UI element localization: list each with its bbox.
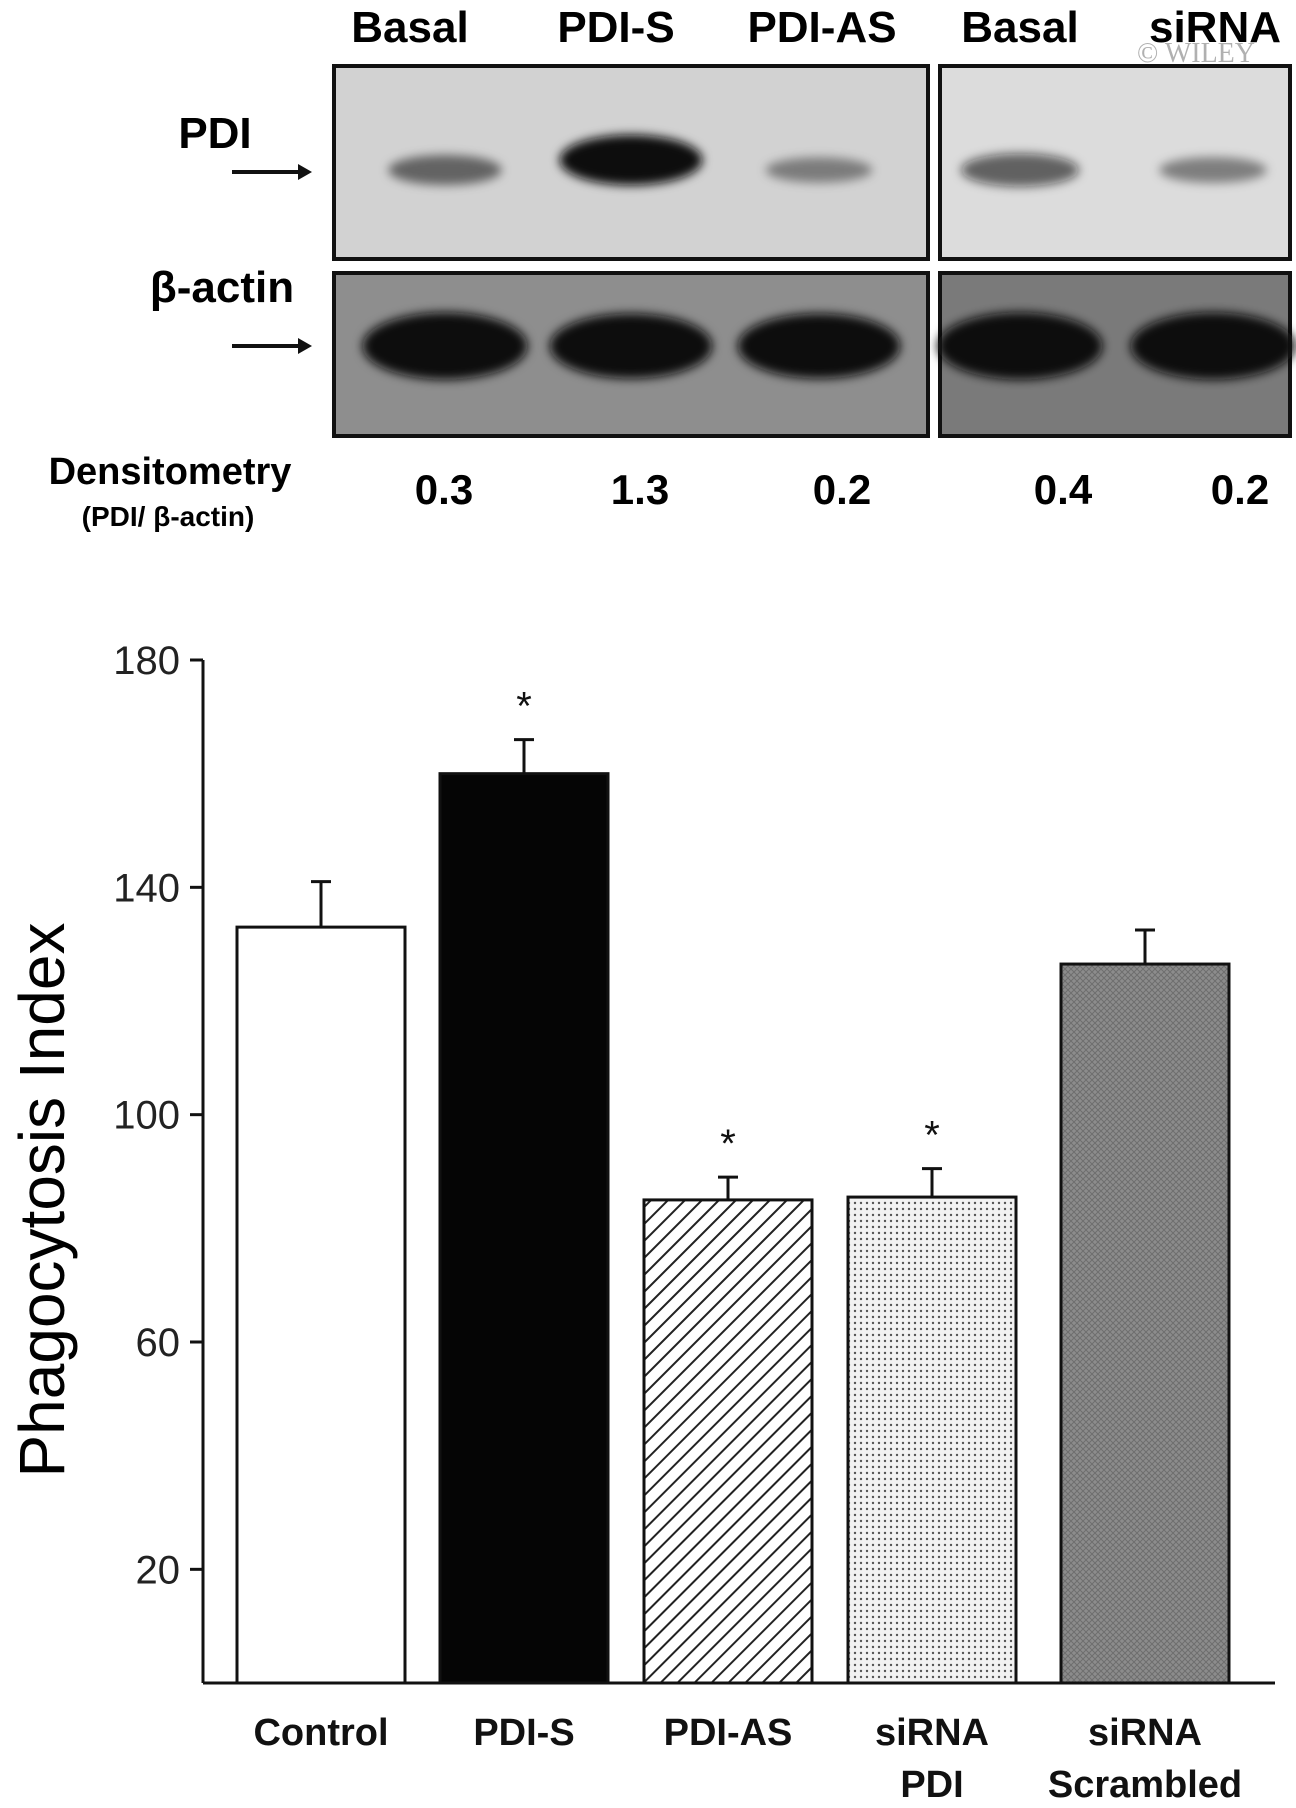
y-tick-label: 20 [136,1548,181,1592]
bar [438,772,610,1685]
x-tick-labels: Control PDI-S PDI-AS siRNA PDI siRNA Scrambled [253,1712,1242,1806]
x-tick-label: siRNA [1088,1712,1202,1754]
lane-label-pdi-as: PDI-AS [747,3,896,52]
significance-marker: * [924,1114,940,1158]
significance-marker: * [720,1122,736,1166]
y-tick-label: 60 [136,1321,181,1365]
blot-band [559,134,703,186]
blot-band [1159,157,1267,183]
densitometry-value: 0.2 [813,466,871,513]
bar [1059,962,1231,1685]
blot-panel-actin-right [937,271,1296,438]
densitometry-value: 1.3 [611,466,669,513]
blot-band [1130,312,1296,380]
x-tick-label: PDI-S [473,1712,574,1754]
y-tick-label: 140 [113,866,180,910]
copyright-watermark: © WILEY [1137,38,1255,69]
bar [235,925,407,1685]
significance-marker: * [516,685,532,729]
blot-band [388,155,502,185]
densitometry-value: 0.3 [415,466,473,513]
x-tick-label: Scrambled [1048,1764,1242,1806]
y-tick-label: 180 [113,639,180,683]
x-tick-label: PDI-AS [664,1712,793,1754]
blot-panel-pdi-right [938,64,1292,261]
arrow-icon [232,164,312,180]
densitometry-values: 0.3 1.3 0.2 0.4 0.2 [415,466,1269,513]
bar [846,1195,1018,1685]
densitometry-sublabel: (PDI/ β-actin) [82,501,255,532]
bar-chart: Phagocytosis Index 20 60 100 140 180 * * * Con… [6,639,1275,1806]
arrow-icon [232,338,312,354]
bar [642,1198,814,1685]
blot-band [937,312,1103,380]
x-tick-label: Control [253,1712,388,1754]
y-axis-label: Phagocytosis Index [6,923,78,1478]
y-tick-label: 100 [113,1094,180,1138]
lane-label-pdi-s: PDI-S [557,3,674,52]
densitometry-value: 0.2 [1211,466,1269,513]
row-label-pdi: PDI [178,109,251,158]
lane-label-basal-2: Basal [961,3,1078,52]
blot-band [362,312,528,380]
x-tick-label: PDI [900,1764,963,1806]
lane-label-sirna: siRNA [1149,3,1281,52]
blot-panel-pdi-left [332,64,930,261]
x-tick-label: siRNA [875,1712,989,1754]
blot-band [961,153,1079,187]
blot-lane-labels: Basal PDI-S PDI-AS Basal siRNA [351,3,1281,52]
bars: * * * [235,685,1231,1685]
lane-label-basal-1: Basal [351,3,468,52]
blot-band [549,313,713,379]
densitometry-label: Densitometry [49,451,292,493]
blot-band [737,313,901,379]
blot-band [765,157,873,183]
densitometry-value: 0.4 [1034,466,1093,513]
blot-panel-actin-left [332,271,930,438]
y-ticks: 20 60 100 140 180 [113,639,203,1592]
row-label-beta-actin: β-actin [150,263,294,312]
